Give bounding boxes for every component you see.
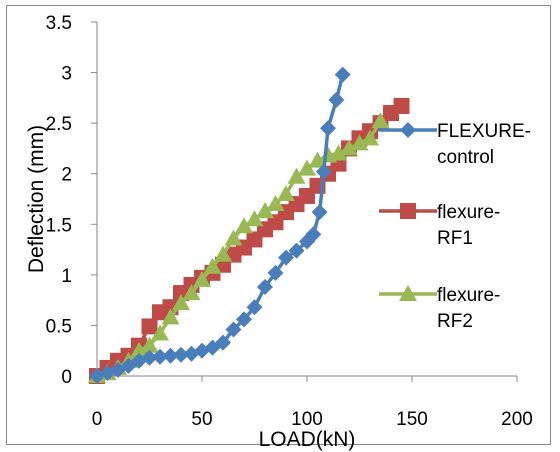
x-tick-label: 0 (92, 409, 103, 430)
series-layer (88, 66, 410, 384)
y-tick-label: 0.5 (46, 316, 72, 337)
data-point (298, 159, 316, 176)
data-point (328, 91, 345, 108)
data-point (173, 346, 189, 363)
y-tick-label: 2.5 (46, 114, 72, 135)
data-point (152, 348, 168, 365)
y-axis-label: Deflection (mm) (25, 125, 48, 273)
data-point (371, 112, 390, 129)
data-point (315, 163, 332, 180)
y-tick-label: 1.5 (46, 215, 72, 236)
data-point (225, 321, 242, 338)
data-point (214, 245, 232, 262)
data-point (311, 204, 328, 221)
x-tick-label: 50 (191, 409, 212, 430)
data-point (245, 210, 264, 227)
legend-label: flexure-RF2 (437, 285, 500, 332)
data-point (151, 324, 169, 341)
data-point (141, 318, 158, 335)
data-point (277, 184, 295, 201)
x-tick-label: 100 (291, 409, 323, 430)
x-axis: 0 50 100 150 200 (92, 375, 533, 430)
y-tick-label: 0 (61, 367, 72, 388)
legend-label: flexure-RF1 (437, 202, 500, 249)
legend-entry: flexure-RF2 (379, 285, 500, 332)
y-tick-label: 1 (61, 266, 72, 287)
data-point (393, 97, 410, 114)
data-point (224, 229, 243, 246)
data-point (172, 294, 190, 311)
data-point (278, 249, 294, 266)
data-point (350, 134, 369, 151)
data-point (288, 242, 305, 259)
data-point (266, 195, 285, 212)
y-tick-label: 3 (61, 64, 72, 85)
data-point (141, 349, 158, 366)
y-tick-label: 2 (61, 165, 72, 186)
series-flexure-control (89, 66, 351, 384)
data-point (334, 66, 351, 83)
legend: FLEXURE-control flexure-RF1 flexure-RF2 (379, 121, 531, 332)
data-point (267, 264, 284, 281)
data-point (203, 257, 222, 274)
data-point (287, 167, 306, 184)
legend-marker (400, 203, 416, 219)
data-point (193, 270, 211, 287)
x-axis-label: LOAD(kN) (259, 428, 356, 451)
legend-marker (399, 285, 417, 301)
data-point (246, 299, 263, 316)
data-point (329, 144, 348, 161)
y-axis: 0 0.5 1 1.5 2 2.5 3 3.5 (46, 13, 98, 388)
x-tick-label: 150 (396, 409, 428, 430)
data-point (140, 336, 159, 353)
data-point (215, 334, 231, 351)
data-point (320, 120, 336, 137)
data-point (236, 311, 252, 328)
data-point (257, 278, 273, 295)
x-tick-label: 200 (501, 409, 533, 430)
data-point (256, 202, 274, 219)
series-line (96, 74, 345, 378)
data-point (308, 151, 327, 168)
data-point (161, 308, 180, 325)
legend-marker (400, 122, 416, 138)
legend-entry: flexure-RF1 (379, 202, 500, 249)
data-point (361, 129, 379, 146)
data-point (162, 347, 179, 364)
data-point (130, 341, 148, 358)
data-point (305, 226, 322, 243)
y-tick-label: 3.5 (46, 13, 72, 34)
legend-label: FLEXURE-control (437, 121, 531, 168)
data-point (340, 139, 358, 156)
data-point (182, 284, 201, 301)
legend-entry: FLEXURE-control (379, 121, 531, 168)
data-point (235, 217, 253, 234)
